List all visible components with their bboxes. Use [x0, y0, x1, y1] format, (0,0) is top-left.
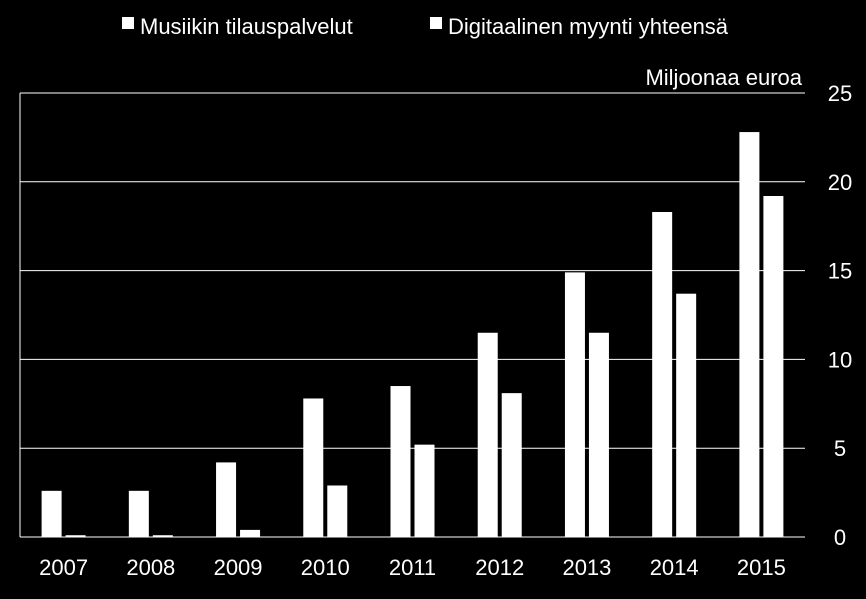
- bar-series-1-2009: [216, 462, 237, 537]
- y-tick-label-20: 20: [828, 170, 852, 195]
- legend-label-digitaalinen-myynti-yhteensa: Digitaalinen myynti yhteensä: [448, 14, 729, 39]
- y-tick-label-25: 25: [828, 81, 852, 106]
- bar-series-1-2008: [128, 490, 149, 537]
- y-axis-unit-label: Miljoonaa euroa: [645, 65, 802, 90]
- bar-series-1-2012: [477, 332, 498, 537]
- x-tick-label-2009: 2009: [214, 555, 263, 580]
- x-tick-label-2010: 2010: [301, 555, 350, 580]
- bar-series-2-2013: [588, 332, 609, 537]
- bars: [41, 132, 784, 537]
- x-tick-label-2007: 2007: [39, 555, 88, 580]
- y-tick-label-15: 15: [828, 259, 852, 284]
- bar-series-1-2013: [564, 272, 585, 537]
- bar-series-1-2007: [41, 490, 62, 537]
- x-tick-label-2011: 2011: [389, 555, 436, 580]
- bar-series-1-2015: [739, 132, 760, 537]
- bar-series-2-2007: [65, 535, 86, 537]
- x-tick-label-2014: 2014: [650, 555, 699, 580]
- axes: 0 5 10 15 20 25 2007 2008 2009 2010 2011 2012 2013 20…: [19, 81, 852, 580]
- legend-swatch-musiikin-tilauspalvelut: [122, 17, 134, 29]
- bar-series-2-2009: [240, 529, 261, 537]
- bar-series-2-2015: [763, 196, 784, 537]
- x-tick-label-2015: 2015: [737, 555, 786, 580]
- bar-series-2-2011: [414, 444, 435, 537]
- x-tick-label-2008: 2008: [126, 555, 175, 580]
- y-tick-label-5: 5: [834, 436, 846, 461]
- bar-series-1-2010: [303, 398, 324, 537]
- bar-series-2-2008: [152, 535, 173, 537]
- y-tick-label-10: 10: [828, 347, 852, 372]
- bar-series-1-2014: [652, 211, 673, 537]
- x-tick-label-2013: 2013: [562, 555, 611, 580]
- bar-series-2-2014: [676, 293, 697, 537]
- bar-series-2-2010: [327, 485, 348, 537]
- gridlines: [20, 92, 805, 449]
- x-tick-label-2012: 2012: [475, 555, 524, 580]
- legend-swatch-digitaalinen-myynti-yhteensa: [430, 17, 442, 29]
- legend-label-musiikin-tilauspalvelut: Musiikin tilauspalvelut: [140, 14, 353, 39]
- bar-series-1-2011: [390, 386, 411, 537]
- bar-series-2-2012: [501, 393, 522, 537]
- legend: Musiikin tilauspalvelut Digitaalinen myy…: [122, 14, 729, 39]
- y-tick-label-0: 0: [834, 525, 846, 550]
